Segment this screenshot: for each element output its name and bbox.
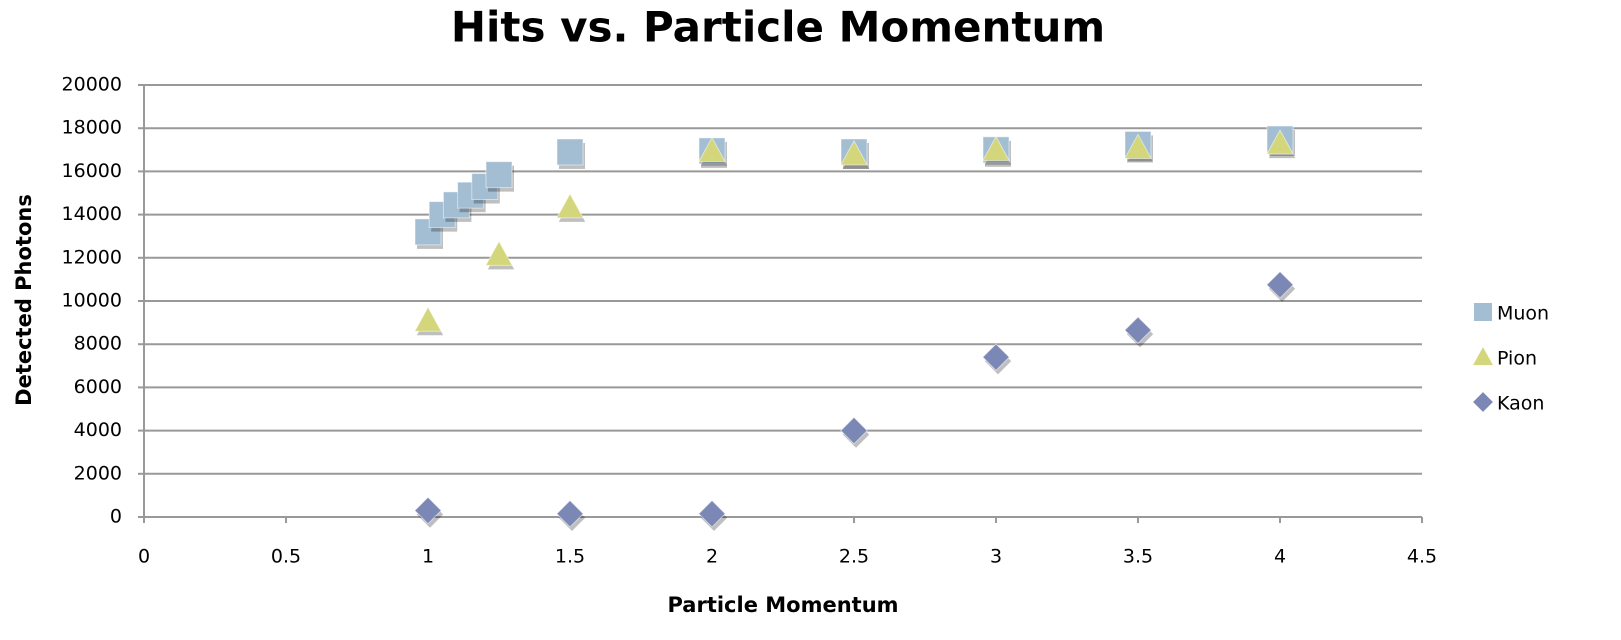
y-tick-label: 14000 (62, 203, 122, 225)
legend-marker (1474, 303, 1492, 321)
legend-label: Muon (1497, 303, 1549, 325)
marker (484, 240, 514, 266)
x-tick-label: 4 (1274, 546, 1286, 568)
x-tick-label: 3 (990, 546, 1002, 568)
chart-title: Hits vs. Particle Momentum (451, 3, 1105, 52)
marker (1124, 316, 1152, 345)
y-tick-label: 4000 (74, 419, 122, 441)
marker (1123, 133, 1153, 159)
marker (840, 416, 868, 445)
y-tick-label: 10000 (62, 290, 122, 312)
marker (1266, 270, 1294, 299)
y-tick-label: 18000 (62, 117, 122, 139)
x-tick-label: 1.5 (555, 546, 585, 568)
y-tick-label: 12000 (62, 246, 122, 268)
legend-label: Kaon (1497, 393, 1544, 415)
y-tick-label: 16000 (62, 160, 122, 182)
marker (413, 306, 443, 332)
y-tick-label: 6000 (74, 376, 122, 398)
y-tick-label: 2000 (74, 462, 122, 484)
legend-marker (1473, 392, 1493, 412)
y-axis-title: Detected Photons (12, 194, 36, 406)
marker (556, 138, 584, 166)
x-axis-title: Particle Momentum (667, 593, 898, 617)
marker (485, 161, 513, 189)
marker (414, 496, 442, 525)
marker (982, 343, 1010, 372)
marker (697, 136, 727, 163)
x-tick-label: 0 (138, 546, 150, 568)
x-tick-label: 2.5 (839, 546, 869, 568)
x-tick-label: 0.5 (271, 546, 301, 568)
x-tick-label: 1 (422, 546, 434, 568)
y-tick-label: 20000 (62, 74, 122, 96)
marker (839, 139, 869, 166)
x-tick-label: 4.5 (1407, 546, 1437, 568)
legend-label: Pion (1497, 348, 1537, 370)
x-tick-label: 2 (706, 546, 718, 568)
x-tick-label: 3.5 (1123, 546, 1153, 568)
y-tick-label: 8000 (74, 333, 122, 355)
marker (698, 499, 726, 528)
marker (981, 135, 1011, 162)
marker (555, 192, 585, 219)
legend-marker (1473, 347, 1493, 366)
marker (1265, 129, 1295, 155)
y-tick-label: 0 (110, 506, 122, 528)
marker (556, 499, 584, 528)
